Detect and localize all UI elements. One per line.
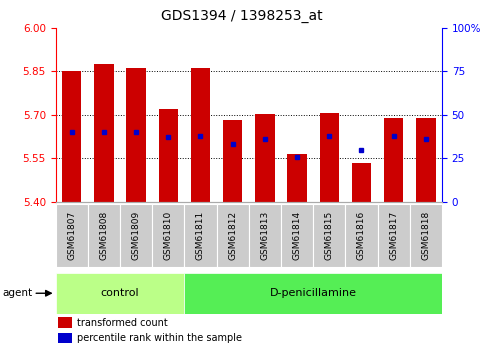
- Text: GSM61815: GSM61815: [325, 211, 334, 260]
- Text: GDS1394 / 1398253_at: GDS1394 / 1398253_at: [161, 9, 322, 23]
- Bar: [58, 317, 72, 328]
- Text: GSM61808: GSM61808: [99, 211, 108, 260]
- Bar: [345, 204, 378, 267]
- Bar: [249, 204, 281, 267]
- Bar: [62, 71, 81, 202]
- Bar: [185, 273, 442, 314]
- Bar: [352, 162, 371, 202]
- Bar: [191, 68, 210, 202]
- Text: GSM61810: GSM61810: [164, 211, 173, 260]
- Bar: [416, 118, 436, 202]
- Text: GSM61809: GSM61809: [131, 211, 141, 260]
- Bar: [410, 204, 442, 267]
- Bar: [384, 118, 403, 202]
- Bar: [281, 204, 313, 267]
- Bar: [158, 109, 178, 202]
- Text: GSM61807: GSM61807: [67, 211, 76, 260]
- Bar: [94, 64, 114, 202]
- Bar: [56, 273, 185, 314]
- Text: GSM61813: GSM61813: [260, 211, 270, 260]
- Text: transformed count: transformed count: [77, 318, 168, 328]
- Bar: [287, 154, 307, 202]
- Text: GSM61818: GSM61818: [421, 211, 430, 260]
- Text: D-penicillamine: D-penicillamine: [270, 288, 356, 298]
- Bar: [58, 333, 72, 344]
- Text: GSM61814: GSM61814: [293, 211, 301, 260]
- Text: GSM61816: GSM61816: [357, 211, 366, 260]
- Bar: [378, 204, 410, 267]
- Text: agent: agent: [2, 288, 32, 298]
- Bar: [320, 113, 339, 202]
- Bar: [152, 204, 185, 267]
- Text: GSM61812: GSM61812: [228, 211, 237, 260]
- Bar: [127, 68, 146, 202]
- Bar: [313, 204, 345, 267]
- Text: percentile rank within the sample: percentile rank within the sample: [77, 333, 242, 343]
- Text: GSM61817: GSM61817: [389, 211, 398, 260]
- Bar: [120, 204, 152, 267]
- Bar: [88, 204, 120, 267]
- Text: control: control: [100, 288, 139, 298]
- Bar: [56, 204, 88, 267]
- Bar: [223, 120, 242, 202]
- Bar: [216, 204, 249, 267]
- Text: GSM61811: GSM61811: [196, 211, 205, 260]
- Bar: [255, 114, 274, 202]
- Bar: [185, 204, 216, 267]
